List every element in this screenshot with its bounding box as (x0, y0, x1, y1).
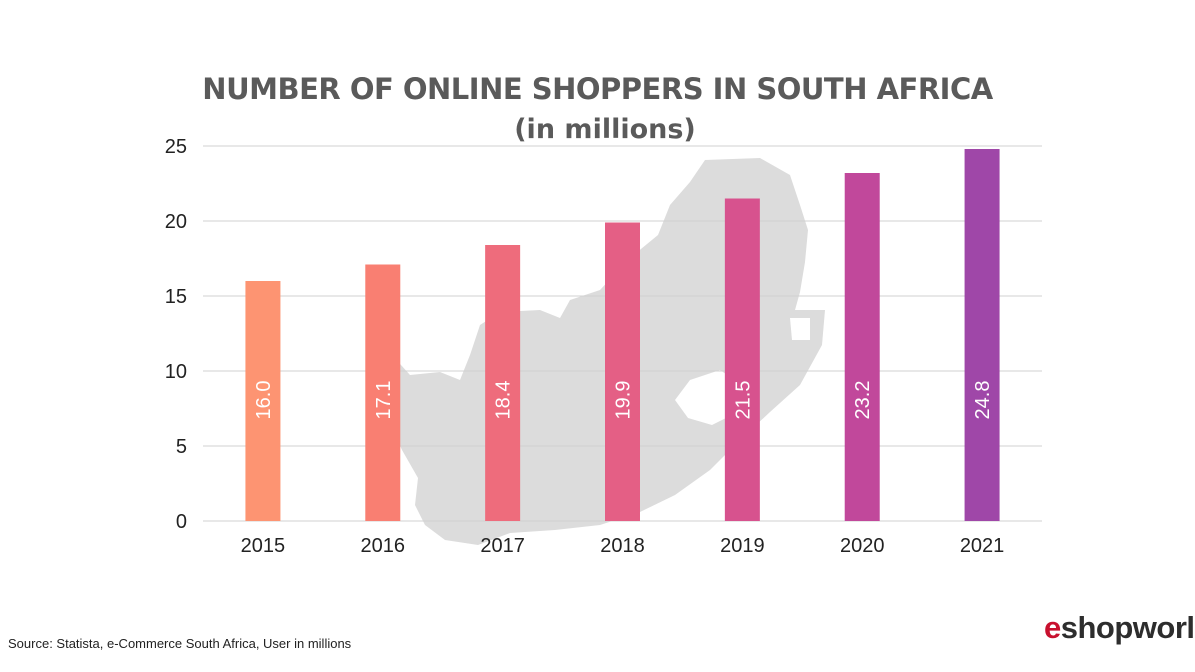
x-tick-label-2020: 2020 (840, 535, 885, 557)
x-tick-label-2016: 2016 (361, 535, 406, 557)
bar-2018 (605, 222, 640, 521)
y-tick-label: 20 (165, 211, 187, 233)
logo-text: shopworld (1060, 610, 1195, 645)
x-tick-label-2018: 2018 (600, 535, 645, 557)
y-tick-label: 5 (176, 436, 187, 458)
bar-2020 (844, 173, 880, 521)
eswatini-cutout (790, 318, 810, 340)
bar-2019 (724, 198, 760, 521)
bar-2015 (245, 281, 281, 521)
y-tick-label: 10 (165, 361, 187, 383)
chart-subtitle: (in millions) (514, 114, 696, 145)
x-tick-label-2019: 2019 (720, 535, 765, 557)
y-tick-label: 25 (165, 136, 187, 158)
logo-e: e (1044, 610, 1061, 645)
data-label-2015: 16.0 (253, 381, 275, 420)
data-label-2016: 17.1 (373, 381, 395, 420)
x-tick-label-2017: 2017 (480, 535, 525, 557)
data-label-2019: 21.5 (732, 381, 754, 420)
source-note: Source: Statista, e-Commerce South Afric… (8, 636, 352, 651)
data-label-2018: 19.9 (613, 381, 635, 420)
data-label-2017: 18.4 (493, 381, 515, 420)
eshopworld-logo: eshopworld (1044, 610, 1195, 646)
data-label-2020: 23.2 (852, 381, 874, 420)
x-tick-label-2015: 2015 (241, 535, 286, 557)
bar-2021 (964, 149, 1000, 521)
y-tick-label: 15 (165, 286, 187, 308)
data-label-2021: 24.8 (972, 381, 994, 420)
y-tick-label: 0 (176, 511, 187, 533)
bar-2017 (485, 245, 521, 521)
chart-title: NUMBER OF ONLINE SHOPPERS IN SOUTH AFRIC… (202, 72, 993, 106)
bar-2016 (365, 264, 401, 521)
x-tick-label-2021: 2021 (960, 535, 1005, 557)
